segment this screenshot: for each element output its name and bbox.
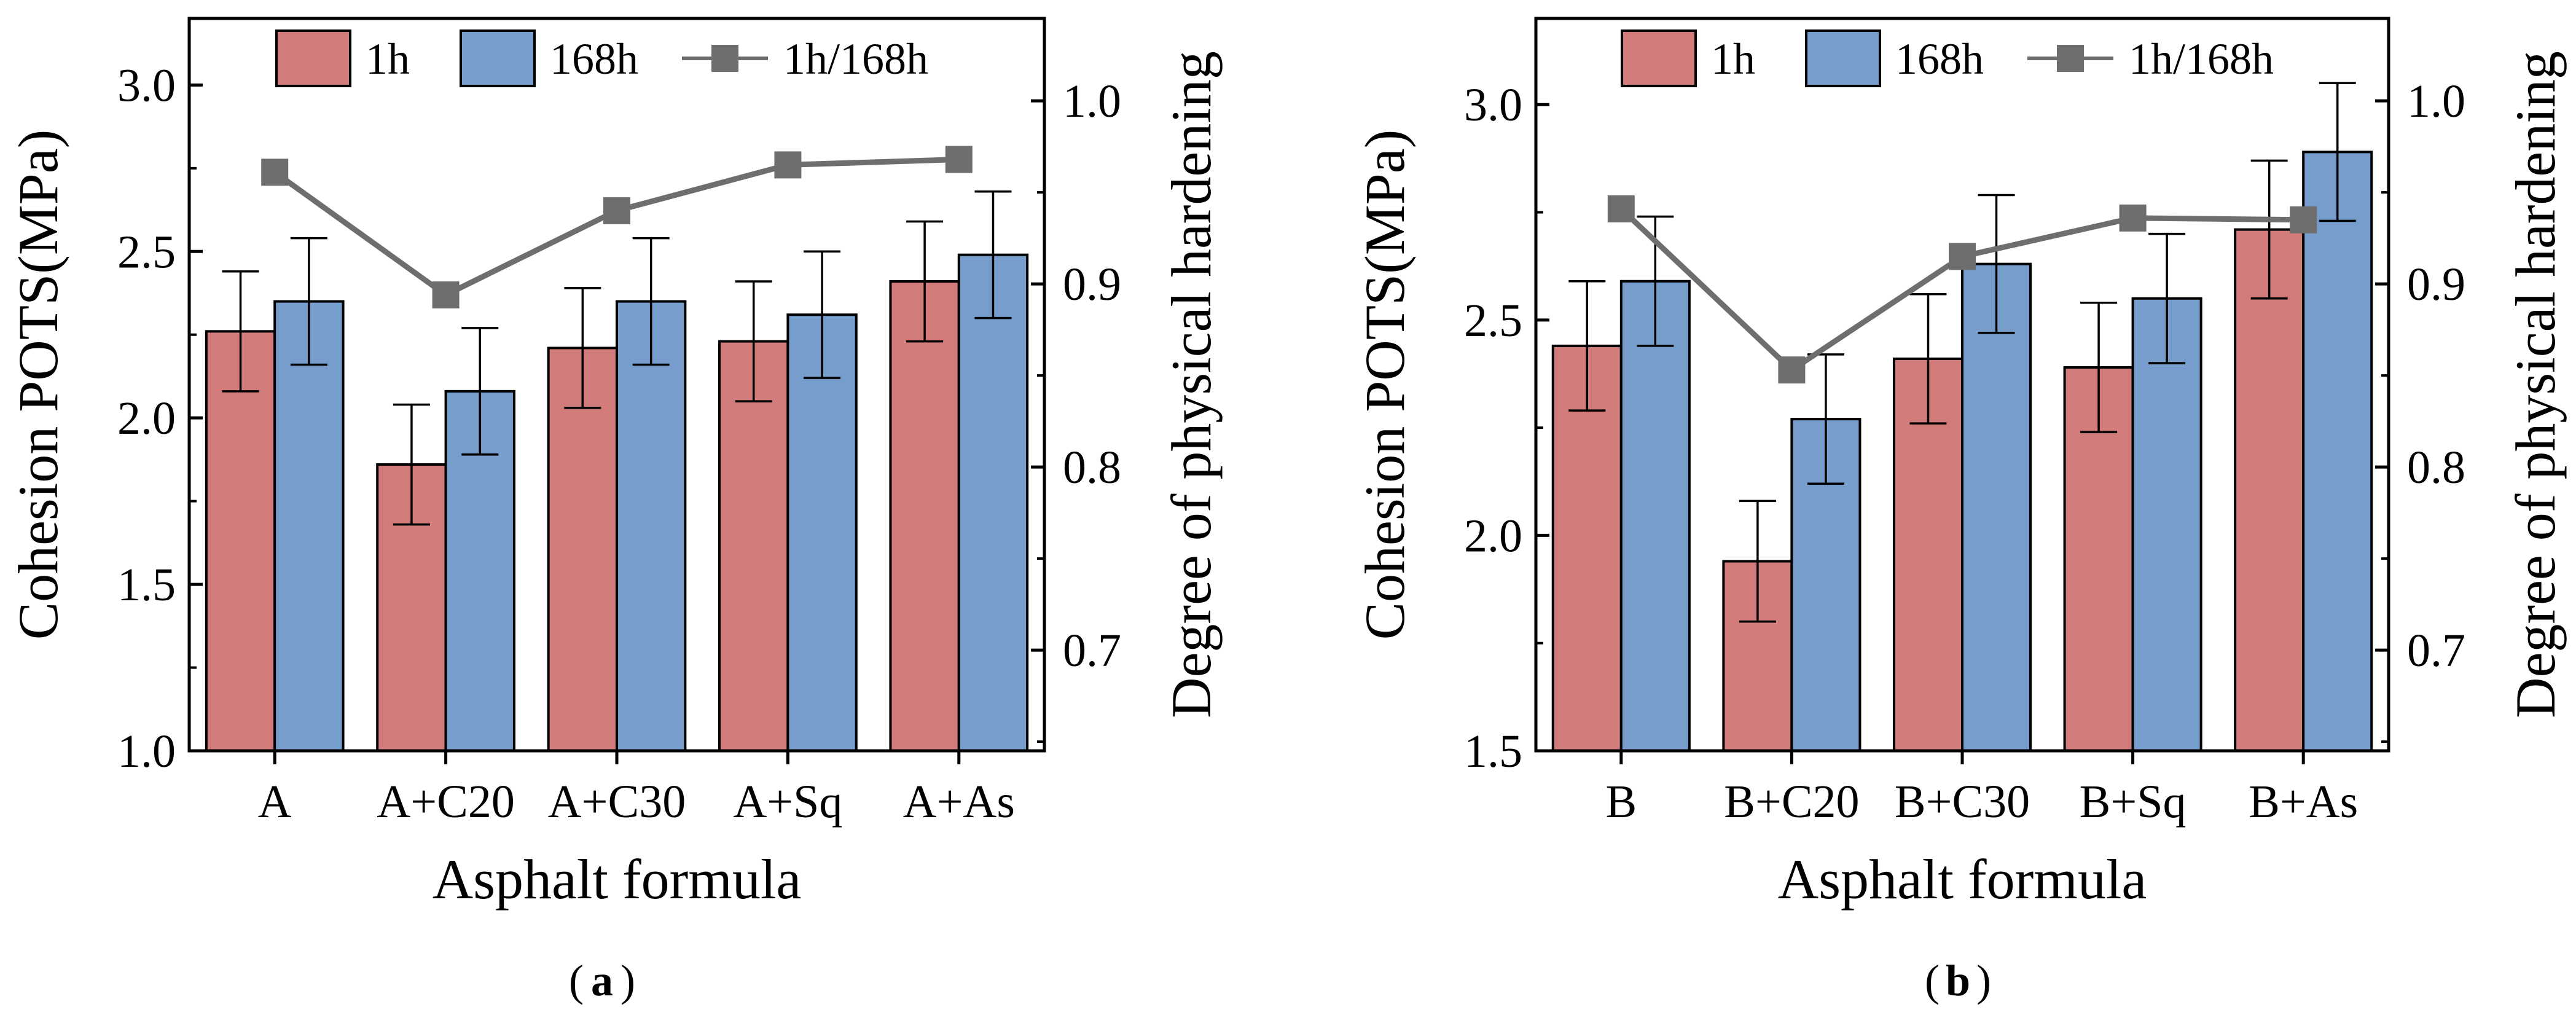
y-tick-label-0: 1.0: [117, 726, 176, 777]
bar-168h-2: [1961, 262, 2032, 752]
ratio-point-4: [945, 146, 973, 173]
x-tick-label-2: A+C30: [548, 776, 686, 828]
y-tick-label-4: 3.0: [117, 60, 176, 111]
panel-a-label-open: (: [569, 956, 584, 1005]
bar-168h-0: [273, 300, 345, 752]
bar-1h-4: [889, 280, 960, 752]
panel-b-label-close: ): [1976, 956, 1991, 1005]
y2-axis-title: Degree of physical hardening: [1160, 51, 1223, 718]
x-tick-label-3: A+Sq: [733, 776, 842, 828]
panel-b-label-open: (: [1925, 956, 1940, 1005]
bar-1h-4: [2234, 228, 2305, 752]
y2-axis-title: Degree of physical hardening: [2504, 51, 2567, 718]
legend-label-ratio: 1h/168h: [2129, 34, 2274, 84]
x-tick-label-0: B: [1605, 776, 1637, 828]
panel-b-label: b: [1946, 956, 1970, 1005]
bar-168h-0: [1619, 280, 1691, 752]
bar-168h-3: [2131, 297, 2202, 752]
y-axis-title: Cohesion POTS(MPa): [1353, 130, 1416, 640]
y2-tick-label-3: 1.0: [2407, 76, 2465, 127]
y-tick-label-1: 1.5: [117, 559, 176, 611]
x-axis-title: Asphalt formula: [433, 848, 801, 911]
legend-marker-ratio: [2057, 45, 2084, 72]
bar-1h-0: [205, 330, 276, 752]
y2-tick-label-3: 1.0: [1063, 76, 1121, 127]
legend-label-168h: 168h: [1895, 34, 1984, 84]
y2-tick-label-2: 0.9: [1063, 259, 1121, 310]
bar-168h-4: [2302, 151, 2373, 753]
x-axis-title: Asphalt formula: [1778, 848, 2147, 911]
y2-tick-label-0: 0.7: [2407, 625, 2465, 676]
ratio-point-3: [2119, 204, 2147, 232]
legend-swatch-168h: [1805, 29, 1881, 87]
x-tick-label-4: B+As: [2249, 776, 2358, 828]
legend-swatch-1h: [1621, 29, 1697, 87]
x-tick-label-4: A+As: [903, 776, 1015, 828]
legend-label-1h: 1h: [366, 34, 410, 84]
bar-168h-3: [786, 313, 858, 752]
ratio-point-1: [1778, 356, 1806, 384]
ratio-point-0: [1607, 195, 1635, 222]
ratio-point-3: [774, 151, 802, 179]
y-tick-label-2: 2.0: [117, 393, 176, 444]
x-tick-label-1: B+C20: [1724, 776, 1859, 828]
chart-panel-b: ( b ) 1.5 2.0 2.5 3.0 0.7 0.8 0.9 1.0 B B+C20 B+C3…: [1353, 17, 2567, 1005]
chart-panel-a: ( a ) 1.0 1.5 2.0 2.5 3.0 0.7 0.8 0.9 1.0 A A+C20 A…: [7, 17, 1223, 1005]
legend-marker-ratio: [711, 45, 738, 72]
panel-a-label-close: ): [621, 956, 635, 1005]
y2-tick-label-0: 0.7: [1063, 625, 1121, 676]
bar-1h-3: [718, 340, 789, 752]
legend-label-168h: 168h: [550, 34, 638, 84]
y-axis-title: Cohesion POTS(MPa): [7, 130, 69, 640]
y-tick-label-3: 2.5: [117, 226, 176, 278]
x-tick-label-0: A: [258, 776, 292, 828]
y-tick-label-1: 2.0: [1464, 510, 1522, 562]
ratio-point-0: [261, 159, 289, 186]
x-tick-label-2: B+C30: [1895, 776, 2030, 828]
ratio-point-1: [432, 281, 460, 308]
ratio-point-4: [2290, 206, 2317, 233]
legend-label-1h: 1h: [1711, 34, 1755, 84]
legend: 1h 168h 1h/168h: [1621, 29, 2274, 87]
legend-swatch-168h: [460, 29, 536, 87]
panel-a-label: a: [591, 956, 613, 1005]
legend-swatch-1h: [275, 29, 351, 87]
legend: 1h 168h 1h/168h: [275, 29, 928, 87]
y2-tick-label-1: 0.8: [2407, 442, 2465, 493]
ratio-line: [273, 156, 959, 299]
x-tick-label-3: B+Sq: [2080, 776, 2186, 828]
y-tick-label-2: 2.5: [1464, 295, 1522, 347]
bar-168h-2: [616, 300, 687, 752]
bar-168h-4: [957, 253, 1029, 752]
ratio-point-2: [603, 197, 630, 224]
x-tick-label-1: A+C20: [377, 776, 514, 828]
legend-label-ratio: 1h/168h: [783, 34, 928, 84]
y-tick-label-3: 3.0: [1464, 79, 1522, 131]
y2-tick-label-2: 0.9: [2407, 259, 2465, 310]
ratio-point-2: [1949, 243, 1976, 270]
y2-tick-label-1: 0.8: [1063, 442, 1121, 493]
y-tick-label-0: 1.5: [1464, 726, 1522, 777]
